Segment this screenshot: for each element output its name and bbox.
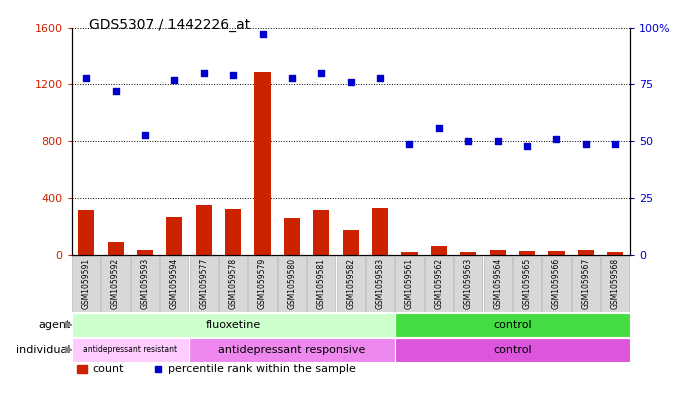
- Text: GDS5307 / 1442226_at: GDS5307 / 1442226_at: [89, 18, 250, 32]
- Point: [463, 138, 474, 145]
- Text: GSM1059593: GSM1059593: [140, 258, 150, 309]
- Text: agent: agent: [39, 320, 71, 330]
- Text: GSM1059568: GSM1059568: [611, 258, 620, 309]
- Text: GSM1059583: GSM1059583: [376, 258, 385, 309]
- Text: control: control: [493, 345, 532, 355]
- Text: GSM1059561: GSM1059561: [405, 258, 414, 309]
- Text: GSM1059580: GSM1059580: [287, 258, 296, 309]
- Point: [257, 31, 268, 37]
- Point: [316, 70, 327, 76]
- Point: [522, 143, 533, 149]
- Bar: [607, 252, 623, 255]
- FancyBboxPatch shape: [425, 256, 453, 312]
- Bar: [372, 208, 388, 255]
- Text: control: control: [493, 320, 532, 330]
- Text: GSM1059564: GSM1059564: [493, 258, 502, 309]
- Point: [287, 75, 298, 81]
- FancyBboxPatch shape: [396, 256, 424, 312]
- Text: GSM1059565: GSM1059565: [522, 258, 532, 309]
- FancyBboxPatch shape: [395, 313, 630, 337]
- Bar: [431, 246, 447, 255]
- FancyBboxPatch shape: [278, 256, 306, 312]
- Bar: [490, 250, 506, 255]
- FancyBboxPatch shape: [219, 256, 247, 312]
- Bar: [519, 251, 535, 255]
- Text: fluoxetine: fluoxetine: [206, 320, 261, 330]
- Point: [492, 138, 503, 145]
- Text: GSM1059592: GSM1059592: [111, 258, 120, 309]
- Bar: [460, 252, 477, 255]
- FancyBboxPatch shape: [131, 256, 159, 312]
- FancyBboxPatch shape: [72, 338, 189, 362]
- Bar: [401, 252, 417, 255]
- Text: GSM1059567: GSM1059567: [582, 258, 590, 309]
- Bar: [548, 251, 565, 255]
- Bar: [343, 230, 359, 255]
- FancyBboxPatch shape: [484, 256, 512, 312]
- Text: GSM1059579: GSM1059579: [258, 258, 267, 309]
- Text: GSM1059578: GSM1059578: [229, 258, 238, 309]
- Point: [433, 125, 444, 131]
- Point: [551, 136, 562, 142]
- Bar: [166, 217, 183, 255]
- Text: individual: individual: [16, 345, 71, 355]
- Text: GSM1059563: GSM1059563: [464, 258, 473, 309]
- Text: GSM1059562: GSM1059562: [434, 258, 443, 309]
- FancyBboxPatch shape: [249, 256, 276, 312]
- Text: count: count: [93, 364, 124, 374]
- Point: [404, 141, 415, 147]
- FancyBboxPatch shape: [454, 256, 482, 312]
- FancyBboxPatch shape: [366, 256, 394, 312]
- Text: GSM1059581: GSM1059581: [317, 258, 326, 309]
- Bar: [108, 242, 124, 255]
- Point: [580, 141, 591, 147]
- Text: GSM1059582: GSM1059582: [346, 258, 355, 309]
- FancyBboxPatch shape: [189, 338, 395, 362]
- FancyBboxPatch shape: [572, 256, 600, 312]
- Point: [345, 79, 356, 85]
- Point: [198, 70, 209, 76]
- FancyBboxPatch shape: [307, 256, 336, 312]
- Text: antidepressant resistant: antidepressant resistant: [83, 345, 177, 354]
- FancyBboxPatch shape: [336, 256, 365, 312]
- FancyBboxPatch shape: [513, 256, 541, 312]
- Point: [140, 131, 151, 138]
- Point: [375, 75, 385, 81]
- Bar: [577, 250, 594, 255]
- Bar: [255, 72, 270, 255]
- Text: GSM1059577: GSM1059577: [200, 258, 208, 309]
- Point: [81, 75, 92, 81]
- Point: [609, 141, 620, 147]
- FancyBboxPatch shape: [72, 256, 100, 312]
- Bar: [195, 205, 212, 255]
- Point: [110, 88, 121, 94]
- FancyBboxPatch shape: [101, 256, 129, 312]
- FancyBboxPatch shape: [601, 256, 629, 312]
- Text: GSM1059591: GSM1059591: [82, 258, 91, 309]
- FancyBboxPatch shape: [542, 256, 571, 312]
- FancyBboxPatch shape: [395, 338, 630, 362]
- Bar: [137, 250, 153, 255]
- Text: antidepressant responsive: antidepressant responsive: [218, 345, 366, 355]
- FancyBboxPatch shape: [72, 313, 395, 337]
- Point: [169, 77, 180, 83]
- FancyBboxPatch shape: [189, 256, 218, 312]
- FancyBboxPatch shape: [160, 256, 189, 312]
- Bar: [225, 209, 241, 255]
- Text: GSM1059566: GSM1059566: [552, 258, 561, 309]
- Bar: [78, 210, 94, 255]
- Bar: [313, 211, 330, 255]
- Bar: [77, 365, 87, 373]
- Bar: [284, 218, 300, 255]
- Text: GSM1059594: GSM1059594: [170, 258, 179, 309]
- Point: [227, 72, 238, 79]
- Text: percentile rank within the sample: percentile rank within the sample: [168, 364, 356, 374]
